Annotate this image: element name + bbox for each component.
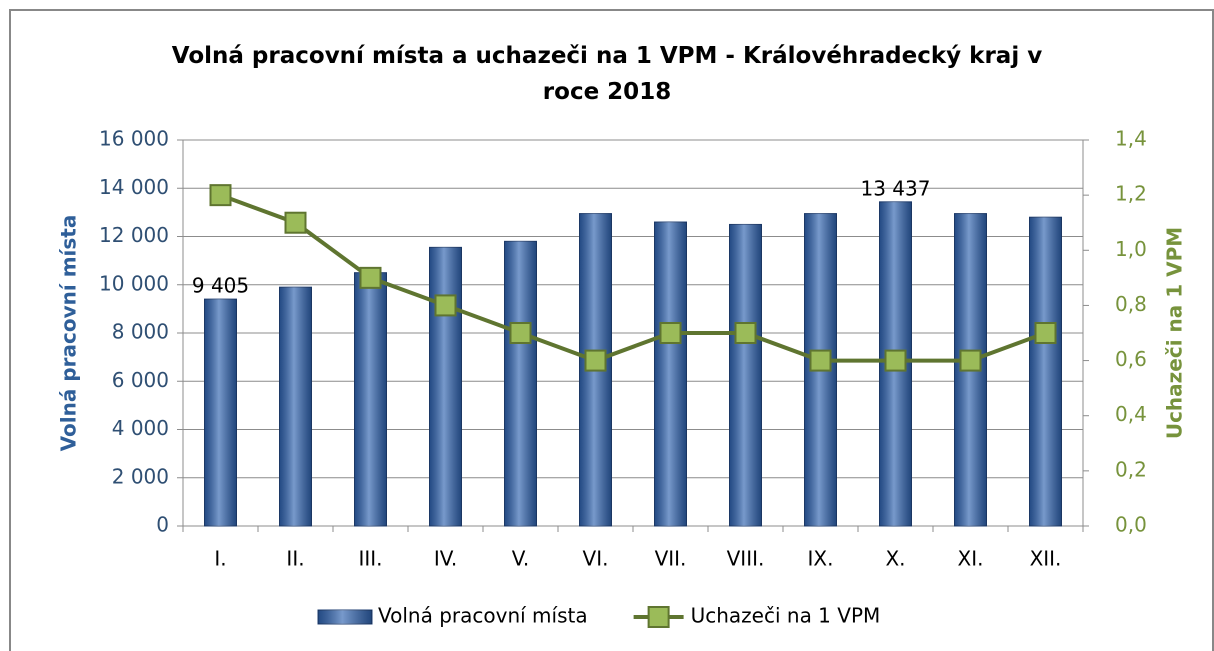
marker [359,266,382,289]
bar-shine [1029,217,1062,526]
x-tick-label: III. [358,547,382,571]
x-tick-label: V. [512,547,529,571]
marker [434,294,457,317]
y-tick-label: 12 000 [99,223,169,247]
y-tick-label: 2 000 [112,464,169,488]
y-tick-label: 16 000 [99,127,169,151]
marker [209,184,232,207]
marker [509,322,532,344]
y-tick-label: 4 000 [112,416,169,440]
y-tick-label: 14 000 [99,175,169,199]
x-tick-label: IV. [434,547,457,571]
legend-marker [647,606,670,628]
x-tick-label: IX. [808,547,834,571]
marker [284,211,307,234]
x-tick-label: XII. [1030,547,1062,571]
y2-tick-label: 0,2 [1115,457,1147,481]
y2-tick-label: 1,2 [1115,182,1147,206]
bar-shine [354,272,387,526]
data-label: 9 405 [192,274,249,298]
y-tick-label: 6 000 [112,368,169,392]
bar-shine [504,241,537,526]
y-axis-title: Volná pracovní místa [57,215,81,452]
marker [659,322,682,344]
y-tick-label: 0 [156,513,169,537]
y2-tick-label: 1,0 [1115,237,1147,261]
x-tick-label: I. [214,547,226,571]
y-tick-label: 10 000 [99,271,169,295]
x-tick-label: XI. [958,547,984,571]
legend-label: Volná pracovní místa [378,604,588,628]
marker [959,349,982,372]
chart-title: Volná pracovní místa a uchazeči na 1 VPM… [171,43,1043,105]
marker [1034,322,1057,344]
bar-shine [654,222,687,526]
y2-axis-title: Uchazeči na 1 VPM [1163,227,1187,439]
y2-tick-label: 0,6 [1115,347,1147,371]
marker [809,349,832,372]
legend-swatch-shine [318,610,372,624]
y2-tick-label: 0,8 [1115,292,1147,316]
y2-tick-label: 1,4 [1115,127,1147,151]
bar-shine [429,247,462,526]
y2-tick-label: 0,4 [1115,402,1147,426]
bar-shine [729,224,762,526]
bar-shine [279,287,312,526]
y2-tick-label: 0,0 [1115,513,1147,537]
marker [734,322,757,344]
marker [884,349,907,372]
x-tick-label: VII. [655,547,687,571]
x-tick-label: II. [286,547,304,571]
bar-shine [204,299,237,526]
x-tick-label: VIII. [727,547,765,571]
legend-label: Uchazeči na 1 VPM [691,604,881,628]
marker [584,349,607,372]
x-tick-label: X. [885,547,905,571]
data-label: 13 437 [861,176,931,200]
line [219,193,1047,363]
y-tick-label: 8 000 [112,320,169,344]
x-tick-label: VI. [583,547,609,571]
